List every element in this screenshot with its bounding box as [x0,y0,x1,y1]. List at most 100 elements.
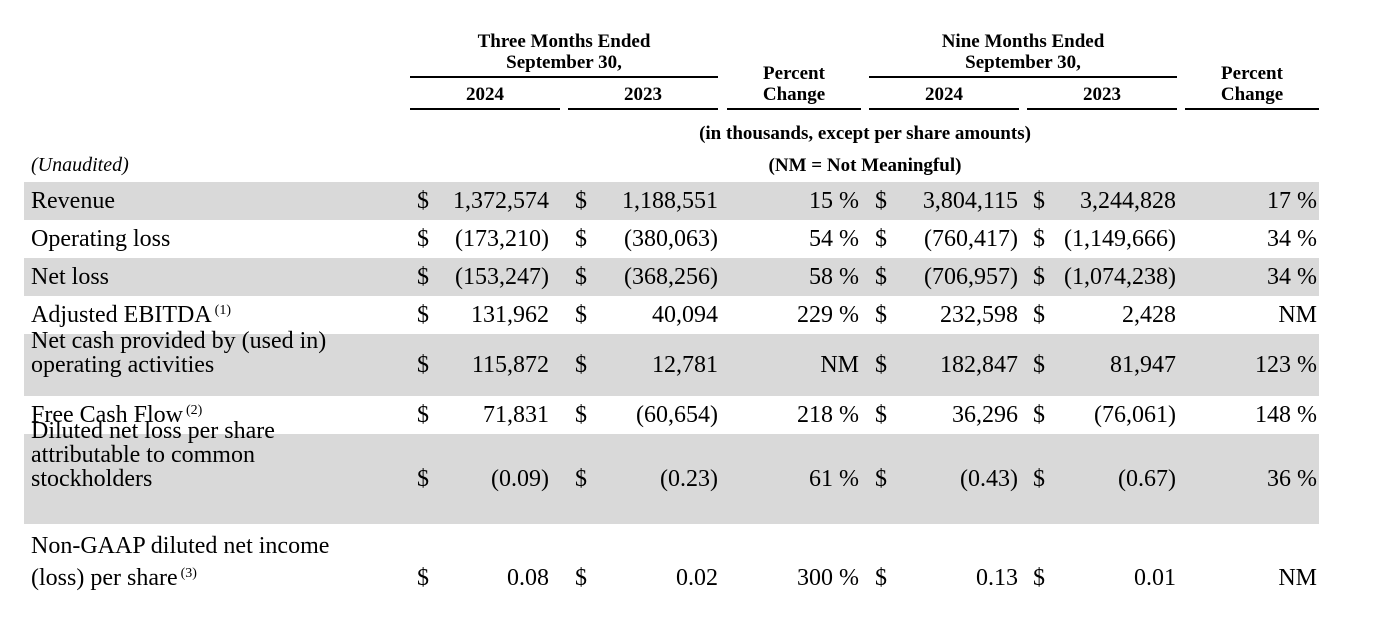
dollar-sign: $ [575,264,587,290]
value-cell: 0.02 [676,565,718,591]
row-label: Net cash provided by (used in) operating … [31,329,326,377]
change-label: Change [1220,84,1284,105]
dollar-sign: $ [575,466,587,492]
three-months-label: Three Months Ended [477,31,651,52]
value-cell: 36,296 [952,402,1018,428]
rule-2024-q [410,108,560,110]
dollar-sign: $ [417,565,429,591]
rule-2023-ytd [1027,108,1177,110]
percent-change-cell: 15 % [809,188,859,214]
row-label-line: operating activities [31,352,215,378]
value-cell: 131,962 [471,302,549,328]
change-label: Change [762,84,826,105]
row-label: Diluted net loss per share attributable t… [31,419,275,491]
nm-note: (NM = Not Meaningful) [768,155,962,176]
dollar-sign: $ [1033,466,1045,492]
footnote-marker: (2) [186,403,203,418]
value-cell: (760,417) [924,226,1018,252]
dollar-sign: $ [875,402,887,428]
header-2023-q: 2023 [624,84,662,105]
table-row: Revenue $1,372,574 $1,188,551 15 % $3,804,11… [24,182,1319,220]
value-cell: (0.43) [960,466,1018,492]
value-cell: 81,947 [1110,352,1176,378]
percent-change-cell: NM [1278,302,1317,328]
value-cell: (0.23) [660,466,718,492]
row-label: Net loss [31,265,109,289]
row-label-line: Net cash provided by (used in) [31,328,327,354]
percent-change-cell: 123 % [1255,352,1317,378]
percent-change-cell: 61 % [809,466,859,492]
nine-months-date: September 30, [965,52,1081,73]
dollar-sign: $ [875,188,887,214]
header-nine-months: Nine Months Ended September 30, [869,31,1177,73]
dollar-sign: $ [417,402,429,428]
value-cell: (0.09) [491,466,549,492]
value-cell: 1,372,574 [453,188,549,214]
row-label: Adjusted EBITDA (1) [31,303,231,327]
dollar-sign: $ [575,302,587,328]
dollar-sign: $ [1033,352,1045,378]
percent-change-cell: NM [1278,565,1317,591]
percent-label: Percent [763,63,825,84]
table-row: Diluted net loss per share attributable t… [24,419,1319,524]
dollar-sign: $ [575,352,587,378]
dollar-sign: $ [1033,188,1045,214]
row-label-line: Revenue [31,188,115,214]
value-cell: 0.13 [976,565,1018,591]
dollar-sign: $ [1033,565,1045,591]
percent-change-cell: 54 % [809,226,859,252]
rule-2023-q [568,108,718,110]
percent-change-cell: NM [820,352,859,378]
percent-change-cell: 229 % [797,302,859,328]
dollar-sign: $ [417,352,429,378]
dollar-sign: $ [417,302,429,328]
value-cell: 3,244,828 [1080,188,1176,214]
value-cell: 12,781 [652,352,718,378]
dollar-sign: $ [1033,264,1045,290]
nine-months-label: Nine Months Ended [941,31,1105,52]
row-label: Free Cash Flow (2) [31,403,202,427]
three-months-rule [410,76,718,78]
value-cell: 115,872 [471,352,549,378]
header-three-months: Three Months Ended September 30, [410,31,718,73]
unaudited-label: (Unaudited) [31,154,129,176]
row-label-line: Operating loss [31,226,171,252]
dollar-sign: $ [575,402,587,428]
footnote-marker: (3) [180,566,197,581]
header-2024-q: 2024 [466,84,504,105]
dollar-sign: $ [875,264,887,290]
value-cell: 71,831 [483,402,549,428]
rule-2024-ytd [869,108,1019,110]
table-row: Free Cash Flow (2) $71,831 $ (60,654) 218 % $3… [24,396,1319,434]
value-cell: (0.67) [1118,466,1176,492]
three-months-date: September 30, [506,52,622,73]
dollar-sign: $ [875,302,887,328]
table-row: Adjusted EBITDA (1) $131,962 $40,094 229 % $2… [24,296,1319,334]
value-cell: (706,957) [924,264,1018,290]
row-label-line: attributable to common [31,442,255,468]
value-cell: 232,598 [940,302,1018,328]
dollar-sign: $ [417,226,429,252]
value-cell: (380,063) [624,226,718,252]
rule-percent-2 [1185,108,1319,110]
percent-change-cell: 58 % [809,264,859,290]
row-label-line: stockholders [31,466,153,492]
header-percent-change-1: Percent Change [727,63,861,105]
table-row: Net cash provided by (used in) operating … [24,329,1319,396]
header-2023-ytd: 2023 [1083,84,1121,105]
table-row: Operating loss $ (173,210) $ (380,063) 54 % $ (… [24,220,1319,258]
value-cell: 0.01 [1134,565,1176,591]
percent-change-cell: 34 % [1267,264,1317,290]
table-row: Non-GAAP diluted net income (loss) per sh… [24,524,1319,604]
value-cell: 2,428 [1122,302,1176,328]
percent-change-cell: 218 % [797,402,859,428]
header-2024-ytd: 2024 [925,84,963,105]
value-cell: (76,061) [1094,402,1176,428]
value-cell: 1,188,551 [622,188,718,214]
row-label-line: Free Cash Flow (2) [31,402,203,428]
row-label: Revenue [31,189,115,213]
row-label: Operating loss [31,227,170,251]
dollar-sign: $ [575,565,587,591]
value-cell: (1,074,238) [1064,264,1176,290]
percent-change-cell: 34 % [1267,226,1317,252]
